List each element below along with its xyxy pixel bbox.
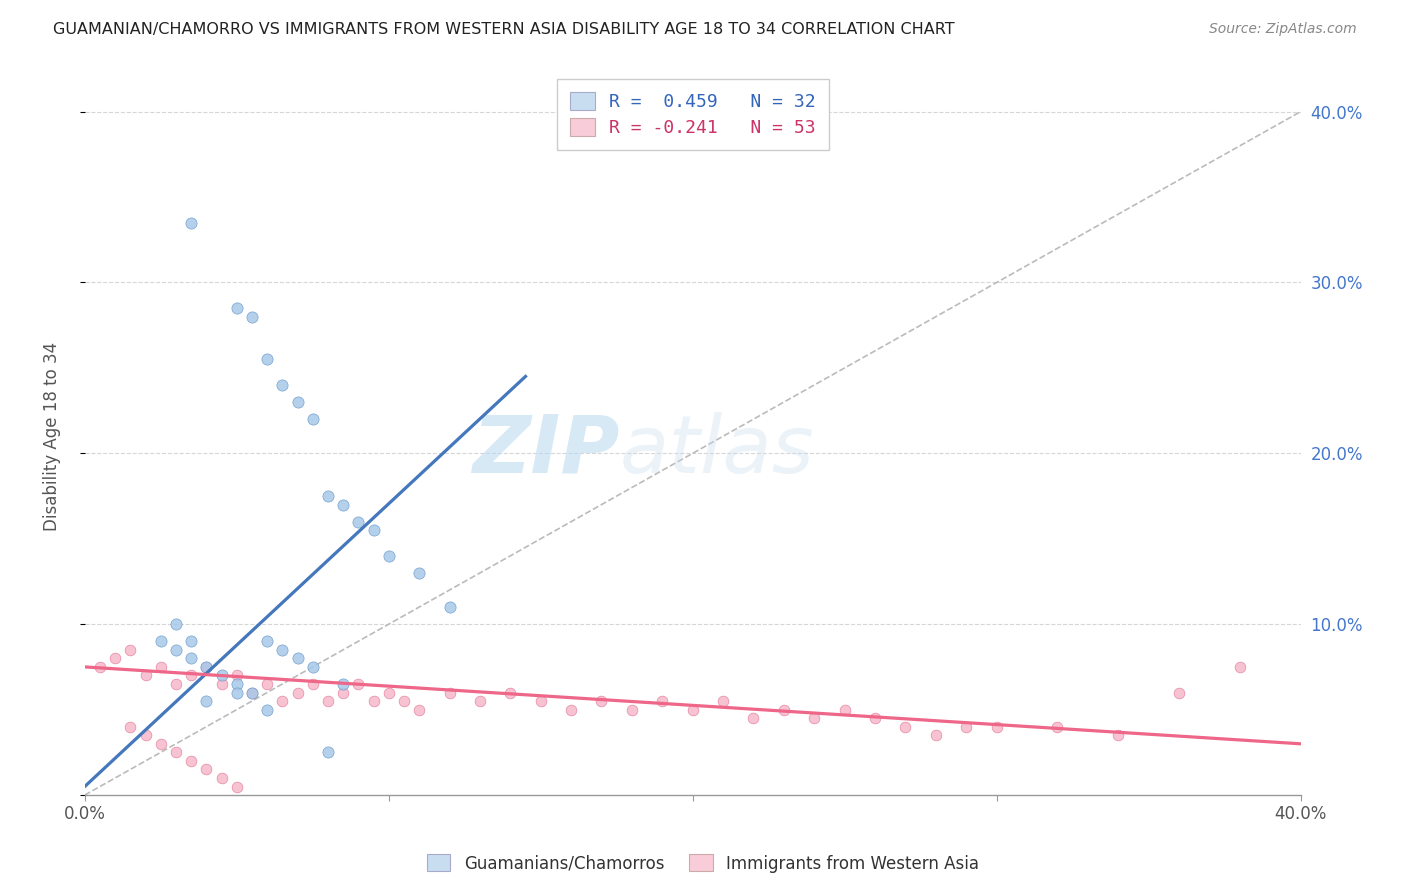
Point xyxy=(1229,660,1251,674)
Point xyxy=(180,754,202,768)
Point xyxy=(408,566,430,580)
Point xyxy=(225,668,247,682)
Point xyxy=(287,651,309,665)
Point xyxy=(316,694,339,708)
Point xyxy=(620,703,643,717)
Point xyxy=(863,711,886,725)
Point xyxy=(195,660,218,674)
Point xyxy=(256,677,278,691)
Text: GUAMANIAN/CHAMORRO VS IMMIGRANTS FROM WESTERN ASIA DISABILITY AGE 18 TO 34 CORRE: GUAMANIAN/CHAMORRO VS IMMIGRANTS FROM WE… xyxy=(53,22,955,37)
Point xyxy=(560,703,582,717)
Point xyxy=(180,634,202,648)
Point xyxy=(803,711,825,725)
Point xyxy=(742,711,765,725)
Point xyxy=(225,677,247,691)
Point xyxy=(925,728,948,742)
Point xyxy=(180,216,202,230)
Point xyxy=(347,677,370,691)
Point xyxy=(363,523,385,537)
Point xyxy=(240,685,263,699)
Point xyxy=(256,634,278,648)
Point xyxy=(986,720,1008,734)
Point xyxy=(287,395,309,409)
Point xyxy=(1168,685,1191,699)
Point xyxy=(682,703,704,717)
Legend: R =  0.459   N = 32, R = -0.241   N = 53: R = 0.459 N = 32, R = -0.241 N = 53 xyxy=(557,79,828,150)
Point xyxy=(225,780,247,794)
Point xyxy=(149,660,172,674)
Point xyxy=(225,301,247,315)
Point xyxy=(377,685,399,699)
Point xyxy=(377,549,399,563)
Point xyxy=(149,634,172,648)
Point xyxy=(439,685,461,699)
Point xyxy=(530,694,553,708)
Point xyxy=(180,668,202,682)
Point xyxy=(195,694,218,708)
Text: atlas: atlas xyxy=(620,411,814,490)
Point xyxy=(651,694,673,708)
Point xyxy=(211,771,233,785)
Point xyxy=(591,694,613,708)
Point xyxy=(165,677,187,691)
Point xyxy=(301,412,323,426)
Point xyxy=(225,685,247,699)
Point xyxy=(773,703,796,717)
Point xyxy=(332,685,354,699)
Point xyxy=(499,685,522,699)
Point xyxy=(363,694,385,708)
Legend: Guamanians/Chamorros, Immigrants from Western Asia: Guamanians/Chamorros, Immigrants from We… xyxy=(420,847,986,880)
Point xyxy=(347,515,370,529)
Point xyxy=(120,643,142,657)
Point xyxy=(211,677,233,691)
Point xyxy=(301,660,323,674)
Point xyxy=(211,668,233,682)
Point xyxy=(1046,720,1069,734)
Point xyxy=(834,703,856,717)
Point xyxy=(89,660,111,674)
Point xyxy=(120,720,142,734)
Point xyxy=(165,617,187,632)
Y-axis label: Disability Age 18 to 34: Disability Age 18 to 34 xyxy=(44,342,60,531)
Point xyxy=(301,677,323,691)
Point xyxy=(165,745,187,759)
Text: ZIP: ZIP xyxy=(472,411,620,490)
Point xyxy=(104,651,127,665)
Point xyxy=(468,694,491,708)
Point xyxy=(180,651,202,665)
Point xyxy=(332,677,354,691)
Point xyxy=(439,600,461,615)
Point xyxy=(392,694,415,708)
Point xyxy=(165,643,187,657)
Point xyxy=(316,745,339,759)
Point xyxy=(256,703,278,717)
Point xyxy=(955,720,977,734)
Point xyxy=(135,728,157,742)
Point xyxy=(316,489,339,503)
Point xyxy=(149,737,172,751)
Point xyxy=(195,763,218,777)
Point xyxy=(271,378,294,392)
Point xyxy=(240,310,263,324)
Point xyxy=(271,643,294,657)
Point xyxy=(135,668,157,682)
Point xyxy=(287,685,309,699)
Point xyxy=(240,685,263,699)
Text: Source: ZipAtlas.com: Source: ZipAtlas.com xyxy=(1209,22,1357,37)
Point xyxy=(711,694,734,708)
Point xyxy=(332,498,354,512)
Point xyxy=(408,703,430,717)
Point xyxy=(195,660,218,674)
Point xyxy=(894,720,917,734)
Point xyxy=(271,694,294,708)
Point xyxy=(1107,728,1129,742)
Point xyxy=(256,352,278,367)
